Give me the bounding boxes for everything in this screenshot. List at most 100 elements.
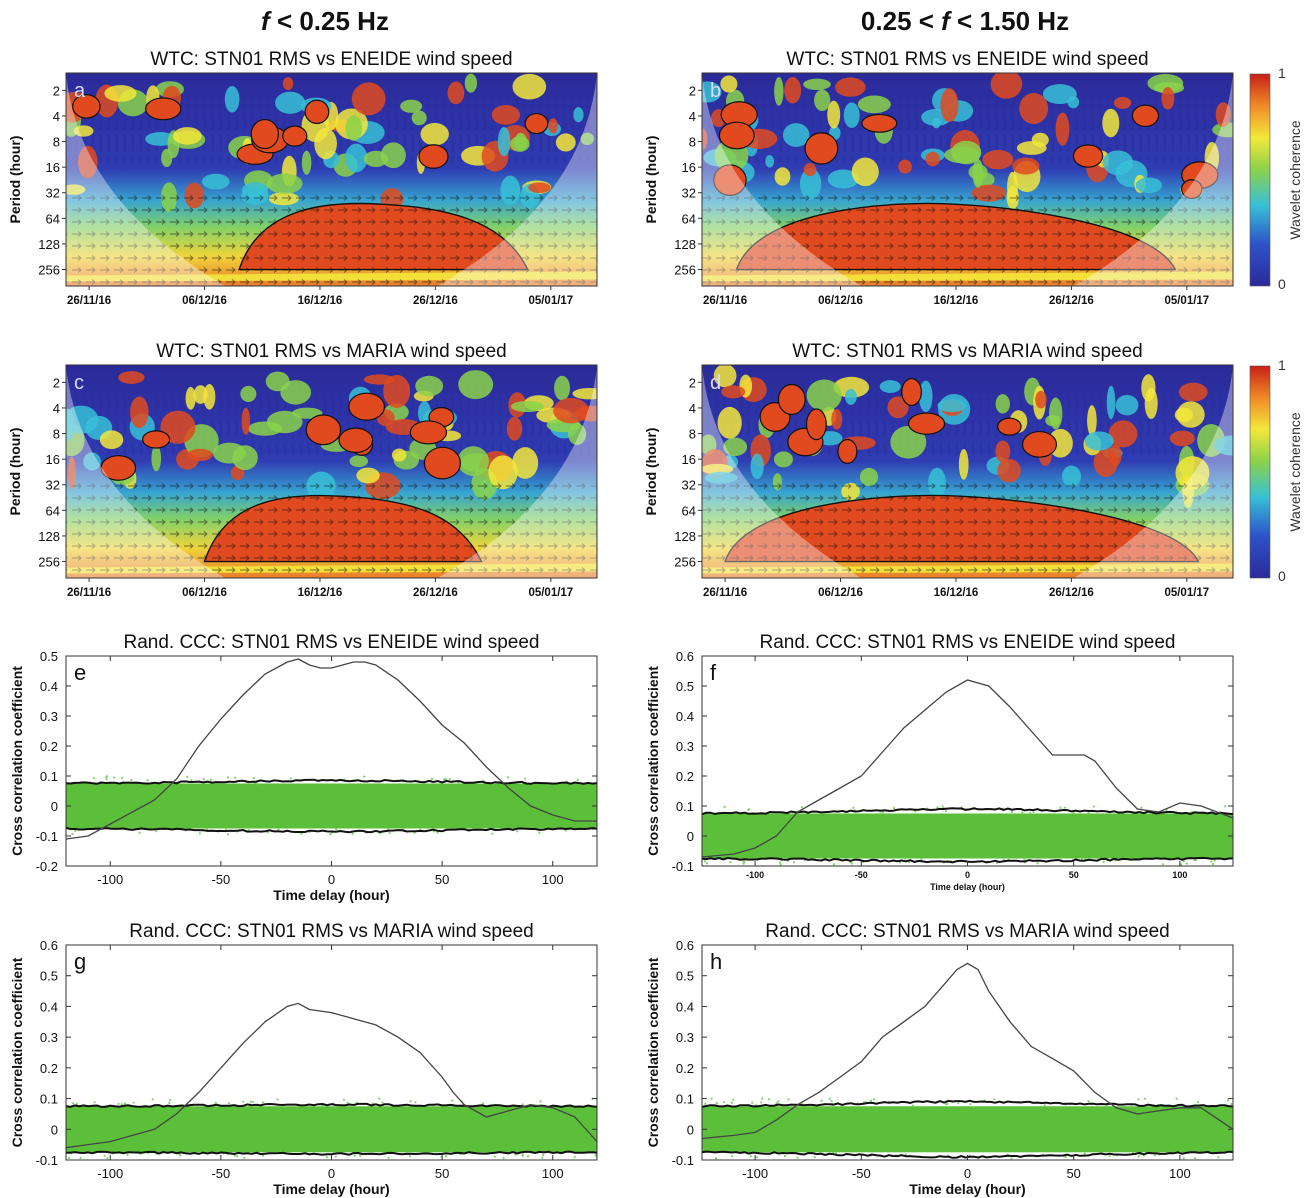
panel-b-significant-region — [804, 132, 839, 165]
panel-b-coherence-blob — [857, 95, 891, 114]
panel-h-random-point — [1010, 1157, 1013, 1160]
panel-d-coherence-blob — [1115, 394, 1139, 416]
panel-e-ylabel: Cross correlation coefficient — [9, 666, 25, 856]
panel-g-random-point — [67, 1156, 71, 1159]
panel-b-ytick-label: 2 — [689, 83, 696, 98]
panel-b-cone-of-influence-right — [1073, 73, 1233, 286]
panel-c-coherence-blob — [99, 430, 124, 450]
panel-a-coherence-blob — [464, 73, 478, 93]
panel-g-random-point — [169, 1099, 172, 1102]
panel-g-random-point — [242, 1100, 245, 1103]
panel-a-coherence-blob — [512, 73, 547, 100]
panel-f-random-point — [1193, 859, 1196, 862]
panel-e-random-point — [388, 831, 391, 835]
panel-h-xtick-label: 100 — [1169, 1166, 1191, 1181]
panel-f-random-point — [1087, 811, 1090, 814]
panel-h-random-point — [1083, 1152, 1086, 1155]
panel-f-title: Rand. CCC: STN01 RMS vs ENEIDE wind spee… — [759, 632, 1175, 653]
panel-h-random-point — [911, 1104, 914, 1107]
panel-b-coherence-blob — [827, 100, 841, 129]
panel-g-random-point — [493, 1155, 496, 1158]
panel-c-coherence-blob — [457, 446, 489, 476]
panel-h-upper-envelope — [702, 1099, 1233, 1108]
panel-a-ylabel: Period (hour) — [7, 136, 23, 224]
panel-c-coherence-blob — [488, 455, 518, 490]
panel-b-significant-region — [718, 121, 755, 150]
panel-g-xtick-label: 50 — [435, 1166, 449, 1181]
panel-d-coherence-blob — [831, 409, 843, 430]
panel-e-random-point — [277, 828, 280, 831]
panel-b-coherence-blob — [982, 149, 1014, 170]
panel-b-coherence-blob — [951, 140, 982, 165]
panel-a-significant-region — [250, 118, 279, 150]
panel-g-plot-area — [66, 945, 597, 1160]
panel-e-random-point — [351, 832, 354, 835]
panel-b-coherence-blob — [1215, 102, 1231, 127]
panel-g-random-point — [103, 1154, 106, 1157]
panel-g-ylabel: Cross correlation coefficient — [9, 957, 25, 1147]
panel-f: Rand. CCC: STN01 RMS vs ENEIDE wind spee… — [645, 632, 1234, 892]
panel-h-ylabel: Cross correlation coefficient — [645, 957, 661, 1147]
panel-d-ytick-label: 32 — [682, 478, 696, 493]
panel-h-random-point — [760, 1101, 763, 1104]
panel-d-coherence-blob — [859, 467, 879, 487]
panel-e-random-point — [155, 830, 158, 833]
panel-e-random-point — [224, 828, 228, 831]
panel-e-random-point — [130, 778, 133, 782]
panel-g-random-point — [342, 1098, 346, 1101]
panel-a-phase-arrows — [66, 190, 597, 286]
panel-b-coherence-blob — [940, 88, 959, 123]
panel-b-coherence-blob — [1135, 177, 1163, 194]
panel-h-random-point — [796, 1156, 799, 1159]
panel-b-coherence-blob — [835, 77, 866, 97]
panel-g-random-point — [514, 1153, 517, 1156]
panel-f-random-point — [1029, 811, 1032, 815]
panel-d-coherence-blob — [1175, 456, 1210, 490]
panel-b-coherence-blob — [1102, 150, 1134, 176]
panel-a-coherence-blob — [345, 115, 363, 141]
panel-h-random-point — [715, 1102, 718, 1105]
panel-e-random-point — [93, 777, 96, 780]
panel-d-significant-region — [805, 408, 827, 441]
panel-g-upper-envelope — [66, 1102, 597, 1108]
panel-e-random-point — [564, 829, 567, 832]
panel-e-xlabel: Time delay (hour) — [273, 887, 389, 903]
panel-d-coherence-blob — [937, 399, 967, 413]
panel-c-xtick-label: 26/11/16 — [67, 587, 111, 599]
panel-a-ytick-label: 128 — [38, 237, 60, 252]
panel-e-xtick-label: 100 — [542, 872, 564, 887]
panel-d-coherence-blob — [717, 406, 742, 439]
panel-e-random-point — [363, 775, 366, 778]
panel-g-random-point — [502, 1156, 505, 1159]
colorbar-top-label: Wavelet coherence — [1287, 120, 1303, 240]
panel-g-ytick-label: -0.1 — [36, 1153, 58, 1168]
panel-e-random-point — [436, 831, 439, 834]
panel-h-random-band — [702, 1106, 1233, 1153]
panel-a-coherence-blob — [224, 85, 240, 113]
panel-g-xtick-label: 100 — [542, 1166, 564, 1181]
panel-d-coherence-blob — [1178, 382, 1208, 402]
panel-f-random-point — [703, 860, 707, 863]
panel-c-coherence-blob — [510, 400, 544, 413]
panel-d-significant-region — [777, 383, 806, 416]
panel-e-random-point — [252, 777, 255, 780]
panel-d-coherence-blob — [1214, 435, 1233, 456]
panel-d-coherence-blob — [995, 394, 1010, 414]
panel-b-ylabel: Period (hour) — [643, 136, 659, 224]
panel-d-coherence-blob — [806, 379, 842, 412]
panel-h-xtick-label: 0 — [964, 1166, 971, 1181]
panel-d-coherence-blob — [844, 388, 857, 405]
panel-b-ytick-label: 256 — [674, 263, 696, 278]
panel-d-coherence-blob — [704, 471, 738, 484]
panel-a-ytick-label: 16 — [46, 160, 60, 175]
panel-a-coherence-blob — [420, 122, 449, 146]
panel-e-ytick-label: 0.1 — [40, 769, 58, 784]
panel-g-random-point — [168, 1101, 171, 1104]
panel-f-random-point — [779, 863, 782, 866]
panel-f-random-point — [893, 806, 896, 810]
panel-d-significant-region — [997, 417, 1022, 436]
panel-d-title: WTC: STN01 RMS vs MARIA wind speed — [792, 341, 1143, 362]
panel-h-random-point — [957, 1102, 960, 1105]
panel-f-xtick-label: 100 — [1172, 870, 1187, 880]
panel-e-random-point — [113, 776, 116, 779]
